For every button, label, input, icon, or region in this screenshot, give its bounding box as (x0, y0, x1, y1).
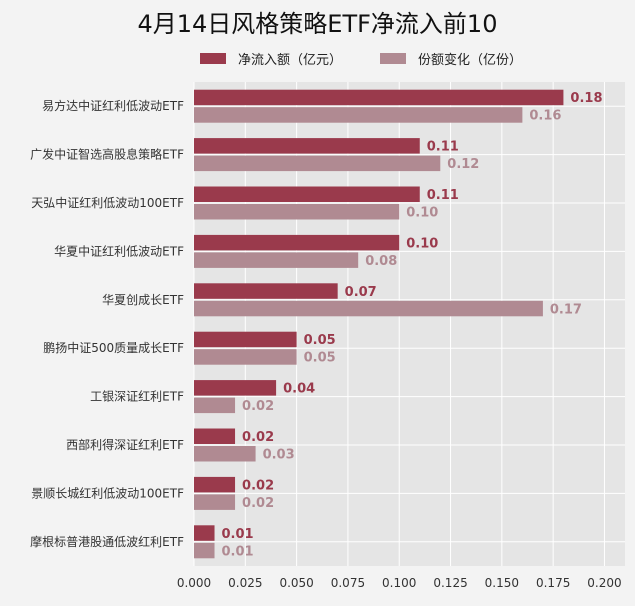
data-label-net-inflow: 0.10 (406, 236, 438, 251)
bar-share-change (194, 494, 236, 510)
data-label-share-change: 0.02 (242, 496, 274, 511)
data-label-share-change: 0.12 (447, 157, 479, 172)
x-tick-label: 0.200 (587, 576, 621, 590)
bar-share-change (194, 300, 543, 317)
y-tick-label: 广发中证智选高股息策略ETF (30, 147, 184, 162)
bar-net-inflow (194, 476, 236, 493)
y-tick-label: 易方达中证红利低波动ETF (42, 98, 184, 113)
data-label-net-inflow: 0.11 (427, 140, 459, 155)
x-tick-label: 0.000 (177, 576, 211, 590)
data-label-share-change: 0.01 (222, 544, 254, 559)
legend-swatch-share-change (380, 52, 407, 64)
data-label-share-change: 0.16 (529, 109, 561, 124)
x-tick-label: 0.100 (382, 576, 416, 590)
x-tick-label: 0.150 (485, 576, 519, 590)
bar-net-inflow (194, 138, 420, 154)
data-label-share-change: 0.08 (365, 254, 397, 269)
x-tick-label: 0.075 (331, 576, 365, 590)
bar-net-inflow (194, 331, 297, 348)
x-tick-label: 0.025 (228, 576, 262, 590)
y-tick-label: 景顺长城红利低波动100ETF (31, 485, 184, 500)
x-tick-label: 0.125 (433, 576, 467, 590)
legend-item-share-change: 份额变化（亿份） (380, 49, 522, 68)
legend-item-net-inflow: 净流入额（亿元） (200, 49, 342, 68)
bar-net-inflow (194, 234, 400, 251)
data-label-net-inflow: 0.02 (242, 478, 274, 493)
y-tick-label: 工银深证红利ETF (90, 389, 184, 404)
bar-share-change (194, 155, 441, 172)
data-label-share-change: 0.02 (242, 399, 274, 414)
x-tick-label: 0.175 (536, 576, 570, 590)
bar-share-change (194, 204, 400, 220)
bar-share-change (194, 446, 256, 462)
data-label-net-inflow: 0.07 (345, 285, 377, 300)
bar-net-inflow (194, 428, 236, 444)
bar-net-inflow (194, 89, 564, 106)
legend-label-net-inflow: 净流入额（亿元） (238, 52, 343, 68)
y-tick-label: 鹏扬中证500质量成长ETF (43, 340, 184, 355)
chart-title: 4月14日风格策略ETF净流入前10 (137, 10, 498, 38)
y-tick-label: 华夏创成长ETF (102, 293, 184, 307)
bar-net-inflow (194, 525, 215, 541)
data-label-net-inflow: 0.05 (304, 333, 336, 348)
y-tick-label: 天弘中证红利低波动100ETF (31, 195, 184, 210)
data-label-share-change: 0.05 (304, 351, 336, 366)
y-tick-label: 摩根标普港股通低波红利ETF (30, 534, 184, 549)
bar-share-change (194, 252, 359, 268)
legend-label-share-change: 份额变化（亿份） (418, 52, 523, 68)
data-label-share-change: 0.03 (263, 448, 295, 463)
bar-share-change (194, 107, 523, 123)
data-label-net-inflow: 0.04 (283, 382, 315, 397)
bar-net-inflow (194, 283, 338, 299)
bar-net-inflow (194, 186, 420, 202)
data-label-net-inflow: 0.01 (222, 527, 254, 542)
y-tick-label: 西部利得深证红利ETF (66, 437, 184, 452)
bar-net-inflow (194, 380, 277, 396)
y-tick-label: 华夏中证红利低波动ETF (54, 243, 184, 258)
data-label-net-inflow: 0.18 (570, 91, 602, 106)
data-label-net-inflow: 0.11 (427, 188, 459, 203)
data-label-net-inflow: 0.02 (242, 430, 274, 445)
bar-share-change (194, 349, 297, 365)
x-tick-label: 0.050 (279, 576, 313, 590)
bar-share-change (194, 542, 215, 559)
legend: 净流入额（亿元） 份额变化（亿份） (200, 49, 560, 68)
data-label-share-change: 0.10 (406, 206, 438, 221)
legend-swatch-net-inflow (200, 52, 226, 64)
bar-share-change (194, 397, 236, 414)
data-label-share-change: 0.17 (550, 302, 582, 317)
